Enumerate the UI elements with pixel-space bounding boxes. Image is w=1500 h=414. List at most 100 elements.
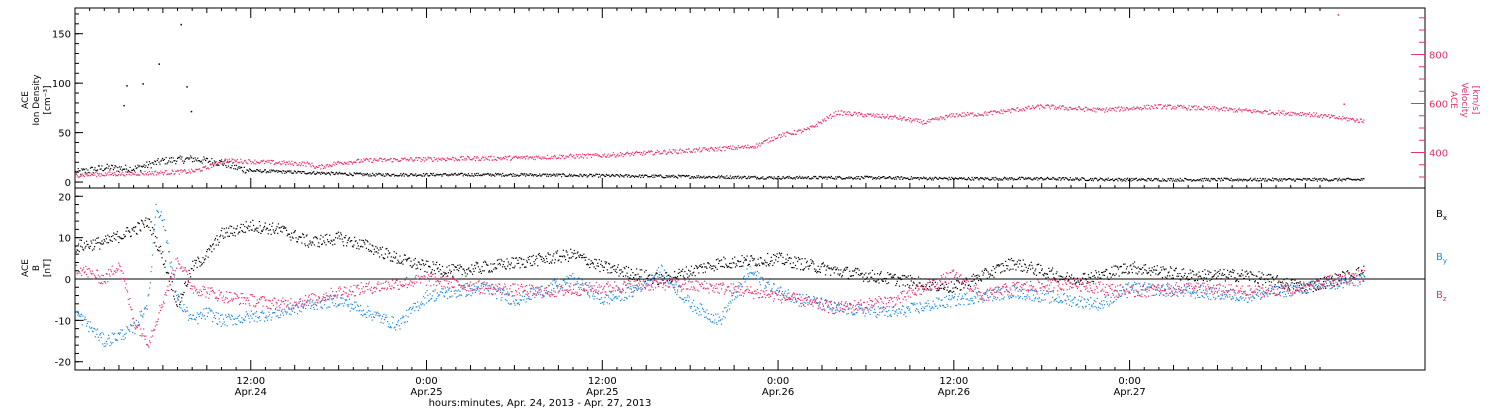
data-point	[1339, 280, 1340, 281]
data-point	[105, 346, 106, 347]
data-point	[131, 325, 132, 326]
data-point	[431, 173, 432, 174]
data-point	[940, 285, 941, 286]
data-point	[199, 160, 200, 161]
data-point	[385, 173, 386, 174]
data-point	[658, 284, 659, 285]
data-point	[1108, 178, 1109, 179]
data-point	[1218, 110, 1219, 111]
data-point	[692, 275, 693, 276]
data-point	[93, 175, 94, 176]
data-point	[708, 263, 709, 264]
data-point	[925, 286, 926, 287]
data-point	[1038, 264, 1039, 265]
data-point	[514, 267, 515, 268]
data-point	[816, 272, 817, 273]
data-point	[228, 166, 229, 167]
data-point	[289, 234, 290, 235]
data-point	[895, 116, 896, 117]
data-point	[1278, 181, 1279, 182]
data-point	[1225, 110, 1226, 111]
data-point	[453, 264, 454, 265]
data-point	[873, 280, 874, 281]
data-point	[189, 270, 190, 271]
data-point	[221, 228, 222, 229]
data-point	[1224, 274, 1225, 275]
data-point	[1042, 268, 1043, 269]
data-point	[221, 159, 222, 160]
data-point	[366, 174, 367, 175]
data-point	[961, 177, 962, 178]
data-point	[361, 159, 362, 160]
data-point	[672, 176, 673, 177]
data-point	[1312, 116, 1313, 117]
data-point	[1341, 119, 1342, 120]
data-point	[171, 289, 172, 290]
data-point	[496, 160, 497, 161]
data-point	[687, 277, 688, 278]
data-point	[1226, 108, 1227, 109]
data-point	[659, 151, 660, 152]
data-point	[967, 179, 968, 180]
data-point	[455, 173, 456, 174]
data-point	[1164, 179, 1165, 180]
data-point	[994, 179, 995, 180]
data-point	[528, 259, 529, 260]
data-point	[1331, 115, 1332, 116]
data-point	[1324, 286, 1325, 287]
data-point	[1116, 273, 1117, 274]
data-point	[1207, 270, 1208, 271]
data-point	[1079, 180, 1080, 181]
data-point	[311, 244, 312, 245]
data-point	[324, 242, 325, 243]
data-point	[683, 275, 684, 276]
data-point	[535, 259, 536, 260]
data-point	[913, 119, 914, 120]
data-point	[148, 227, 149, 228]
data-point	[553, 253, 554, 254]
data-point	[941, 288, 942, 289]
data-point	[514, 176, 515, 177]
data-point	[582, 255, 583, 256]
data-point	[1302, 180, 1303, 181]
data-point	[237, 225, 238, 226]
data-point	[232, 159, 233, 160]
data-point	[1155, 105, 1156, 106]
data-point	[692, 176, 693, 177]
data-point	[102, 244, 103, 245]
data-point	[378, 249, 379, 250]
data-point	[129, 172, 130, 173]
data-point	[541, 259, 542, 260]
data-point	[451, 159, 452, 160]
data-point	[183, 292, 184, 293]
data-point	[1105, 109, 1106, 110]
data-point	[431, 158, 432, 159]
data-point	[282, 161, 283, 162]
data-point	[307, 245, 308, 246]
data-point	[1359, 122, 1360, 123]
data-point	[118, 174, 119, 175]
data-point	[834, 272, 835, 273]
data-point	[717, 258, 718, 259]
data-point	[1214, 106, 1215, 107]
data-point	[471, 173, 472, 174]
data-point	[1021, 110, 1022, 111]
data-point	[1092, 281, 1093, 282]
data-point	[982, 275, 983, 276]
data-point	[938, 178, 939, 179]
data-point	[199, 168, 200, 169]
data-point	[1246, 108, 1247, 109]
data-point	[124, 175, 125, 176]
data-point	[1153, 179, 1154, 180]
data-point	[303, 165, 304, 166]
data-point	[236, 165, 237, 166]
data-point	[146, 174, 147, 175]
data-point	[481, 266, 482, 267]
data-point	[322, 243, 323, 244]
data-point	[203, 262, 204, 263]
data-point	[1062, 276, 1063, 277]
data-point	[179, 306, 180, 307]
data-point	[1348, 118, 1349, 119]
data-point	[670, 276, 671, 277]
data-point	[582, 176, 583, 177]
